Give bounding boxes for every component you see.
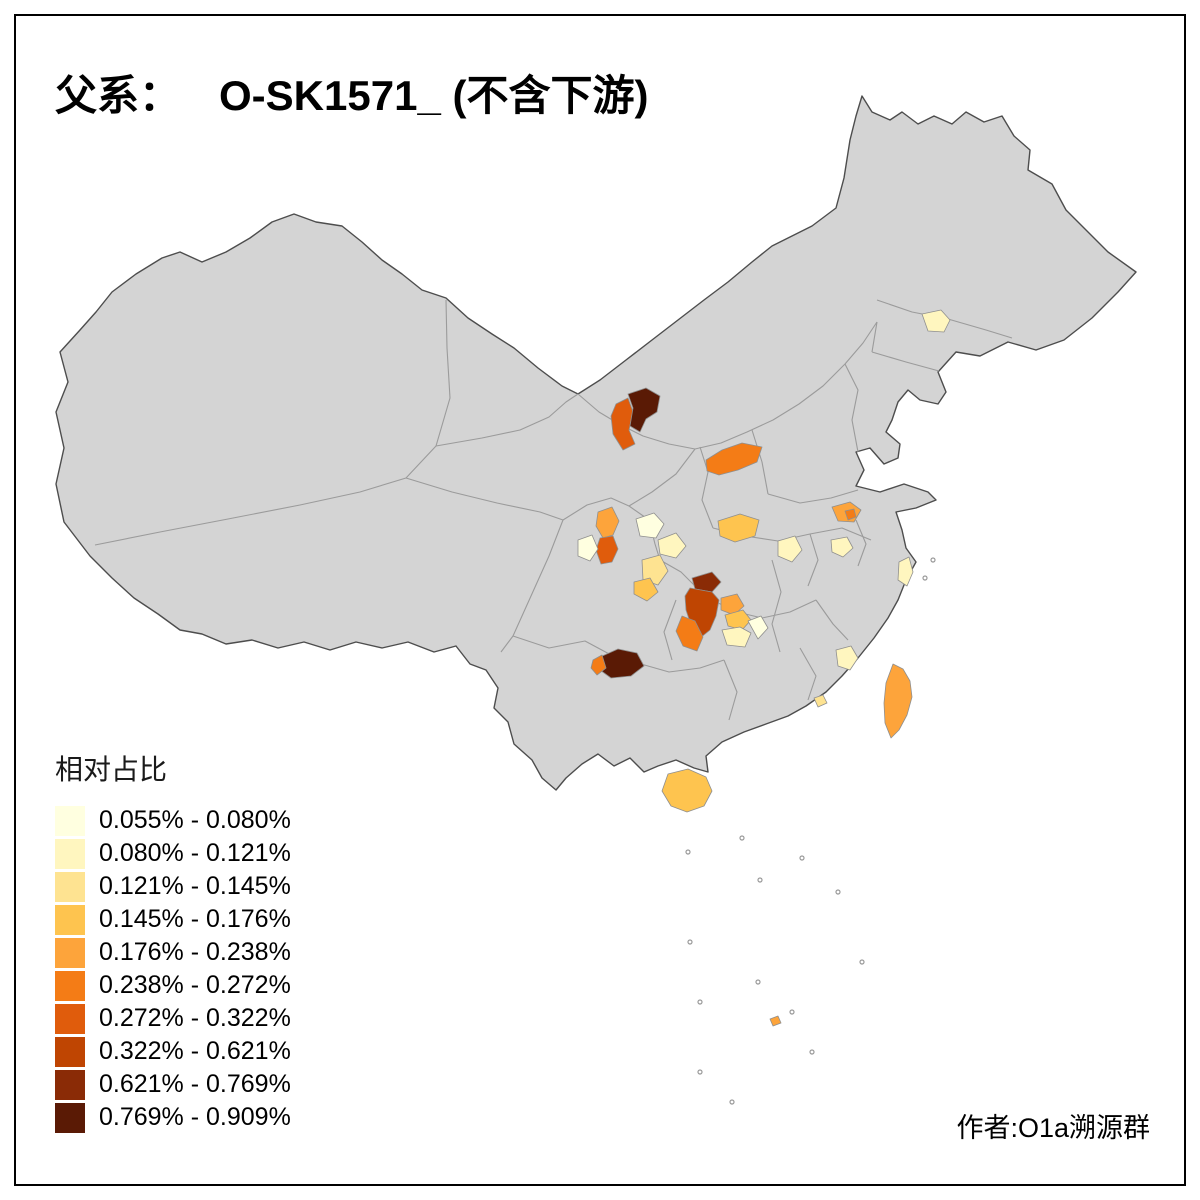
region-henan-east-dot (844, 508, 857, 521)
legend-label: 0.080% - 0.121% (99, 839, 291, 867)
province-borders (94, 299, 1013, 721)
region-gansu-south-cream (577, 534, 599, 562)
china-mainland (55, 95, 1137, 791)
region-hunan-c-cream (721, 626, 752, 648)
legend: 相对占比 0.055% - 0.080% 0.080% - 0.121% 0.1… (55, 748, 291, 1134)
region-scs-island (769, 1015, 782, 1027)
legend-row: 0.121% - 0.145% (55, 870, 291, 903)
region-hunan-nw-top (691, 571, 722, 593)
region-anhui-sw (830, 536, 854, 558)
legend-row: 0.322% - 0.621% (55, 1035, 291, 1068)
region-sichuan-ne-1 (635, 512, 665, 539)
region-jilin-central (921, 309, 951, 333)
region-guizhou-west-orange (590, 654, 607, 676)
legend-label: 0.121% - 0.145% (99, 872, 291, 900)
region-hunan-c-1 (720, 593, 745, 616)
title-prefix: 父系： (55, 72, 182, 119)
legend-row: 0.621% - 0.769% (55, 1068, 291, 1101)
legend-swatch (55, 838, 85, 869)
legend-label: 0.238% - 0.272% (99, 971, 291, 999)
legend-label: 0.322% - 0.621% (99, 1037, 291, 1065)
legend-label: 0.055% - 0.080% (99, 806, 291, 834)
region-hunan-c-2 (724, 609, 752, 631)
legend-row: 0.080% - 0.121% (55, 837, 291, 870)
legend-swatch (55, 1069, 85, 1100)
region-gansu-south-upper (595, 506, 620, 539)
region-fujian-west-cream (835, 645, 859, 671)
legend-swatch (55, 904, 85, 935)
legend-row: 0.055% - 0.080% (55, 804, 291, 837)
region-sichuan-e-1 (641, 554, 669, 586)
region-hainan (661, 768, 713, 813)
legend-row: 0.769% - 0.909% (55, 1101, 291, 1134)
region-ningxia-main (627, 387, 661, 433)
legend-label: 0.176% - 0.238% (99, 938, 291, 966)
legend-swatch (55, 970, 85, 1001)
legend-swatch (55, 1036, 85, 1067)
region-zhejiang-coast (897, 556, 914, 587)
region-sichuan-ne-2 (657, 532, 687, 559)
legend-label: 0.621% - 0.769% (99, 1070, 291, 1098)
legend-label: 0.145% - 0.176% (99, 905, 291, 933)
legend-swatch (55, 1003, 85, 1034)
legend-label: 0.769% - 0.909% (99, 1103, 291, 1131)
sea-islands (685, 557, 936, 1105)
page-title: 父系： O-SK1571_ (不含下游) (55, 62, 648, 123)
legend-title: 相对占比 (55, 754, 168, 785)
legend-label: 0.272% - 0.322% (99, 1004, 291, 1032)
region-hunan-w-orange (675, 615, 704, 652)
legend-row: 0.176% - 0.238% (55, 936, 291, 969)
title-main: O-SK1571_ (不含下游) (219, 72, 649, 119)
region-taiwan (883, 663, 913, 739)
region-hubei-se (777, 535, 803, 563)
region-ningxia-west (610, 397, 636, 451)
region-fujian-coast-dot (813, 694, 828, 708)
legend-swatch (55, 805, 85, 836)
author-credit: 作者:O1a溯源群 (956, 1113, 1150, 1143)
legend-swatch (55, 937, 85, 968)
legend-row: 0.238% - 0.272% (55, 969, 291, 1002)
legend-row: 0.272% - 0.322% (55, 1002, 291, 1035)
region-hunan-e-cream (747, 615, 769, 640)
legend-swatch (55, 871, 85, 902)
legend-row: 0.145% - 0.176% (55, 903, 291, 936)
legend-swatch (55, 1102, 85, 1133)
region-hubei-west (717, 513, 760, 543)
region-sichuan-e-2 (633, 577, 659, 602)
region-shaanxi-guanzhong (705, 442, 763, 476)
choropleth-regions (577, 309, 951, 1027)
